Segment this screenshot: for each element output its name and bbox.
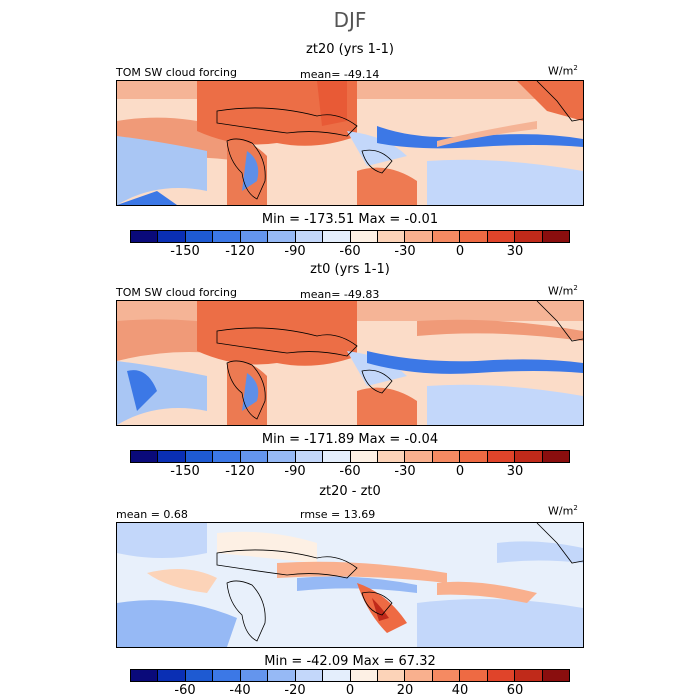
- panel-1-tick: -90: [284, 244, 306, 259]
- panel-1-tick: 30: [506, 244, 524, 259]
- panel-1-contour-field: [117, 80, 584, 205]
- panel-2-tick: -90: [284, 464, 306, 479]
- panel-2-tick: -120: [225, 464, 255, 479]
- panel-2-field-label: TOM SW cloud forcing: [116, 286, 237, 299]
- panel-1-tick: -120: [225, 244, 255, 259]
- panel-2-tick: -150: [170, 464, 200, 479]
- figure-title: DJF: [333, 8, 367, 32]
- panel-3-tick: 20: [396, 683, 414, 698]
- panel-3-tick: 60: [506, 683, 524, 698]
- panel-1-units: W/m2: [548, 64, 578, 78]
- panel-2-mean: mean= -49.83: [300, 288, 380, 301]
- panel-3-tick: -40: [229, 683, 251, 698]
- panel-3-tick: -60: [174, 683, 196, 698]
- panel-3-tick: 40: [451, 683, 469, 698]
- panel-2-tick: 0: [455, 464, 465, 479]
- panel-2-title: zt0 (yrs 1-1): [310, 262, 390, 277]
- panel-2-stats: Min = -171.89 Max = -0.04: [261, 432, 439, 447]
- panel-3-rmse: rmse = 13.69: [300, 508, 376, 521]
- panel-1-tick: -150: [170, 244, 200, 259]
- panel-3-tick: -20: [284, 683, 306, 698]
- panel-3-stats: Min = -42.09 Max = 67.32: [264, 654, 436, 669]
- panel-1-tick: -60: [339, 244, 361, 259]
- panel-1-map: [116, 80, 584, 206]
- panel-1-field-label: TOM SW cloud forcing: [116, 66, 237, 79]
- panel-2-tick: 30: [506, 464, 524, 479]
- panel-2-units: W/m2: [548, 284, 578, 298]
- panel-3-colorbar: [130, 669, 570, 682]
- panel-3-units: W/m2: [548, 504, 578, 518]
- panel-1-tick: -30: [394, 244, 416, 259]
- panel-3-mean: mean = 0.68: [116, 508, 188, 521]
- panel-1-stats: Min = -173.51 Max = -0.01: [261, 212, 439, 227]
- panel-2-tick: -30: [394, 464, 416, 479]
- panel-2-colorbar: [130, 450, 570, 463]
- panel-2-map: [116, 300, 584, 426]
- panel-3-contour-field: [117, 522, 584, 647]
- panel-1-colorbar: [130, 230, 570, 243]
- panel-1-tick: 0: [455, 244, 465, 259]
- panel-3-map: [116, 522, 584, 648]
- panel-1-mean: mean= -49.14: [300, 68, 380, 81]
- panel-3-tick: 0: [345, 683, 355, 698]
- panel-2-tick: -60: [339, 464, 361, 479]
- panel-1-title: zt20 (yrs 1-1): [306, 42, 394, 57]
- panel-2-contour-field: [117, 300, 584, 425]
- panel-3-title: zt20 - zt0: [319, 484, 381, 499]
